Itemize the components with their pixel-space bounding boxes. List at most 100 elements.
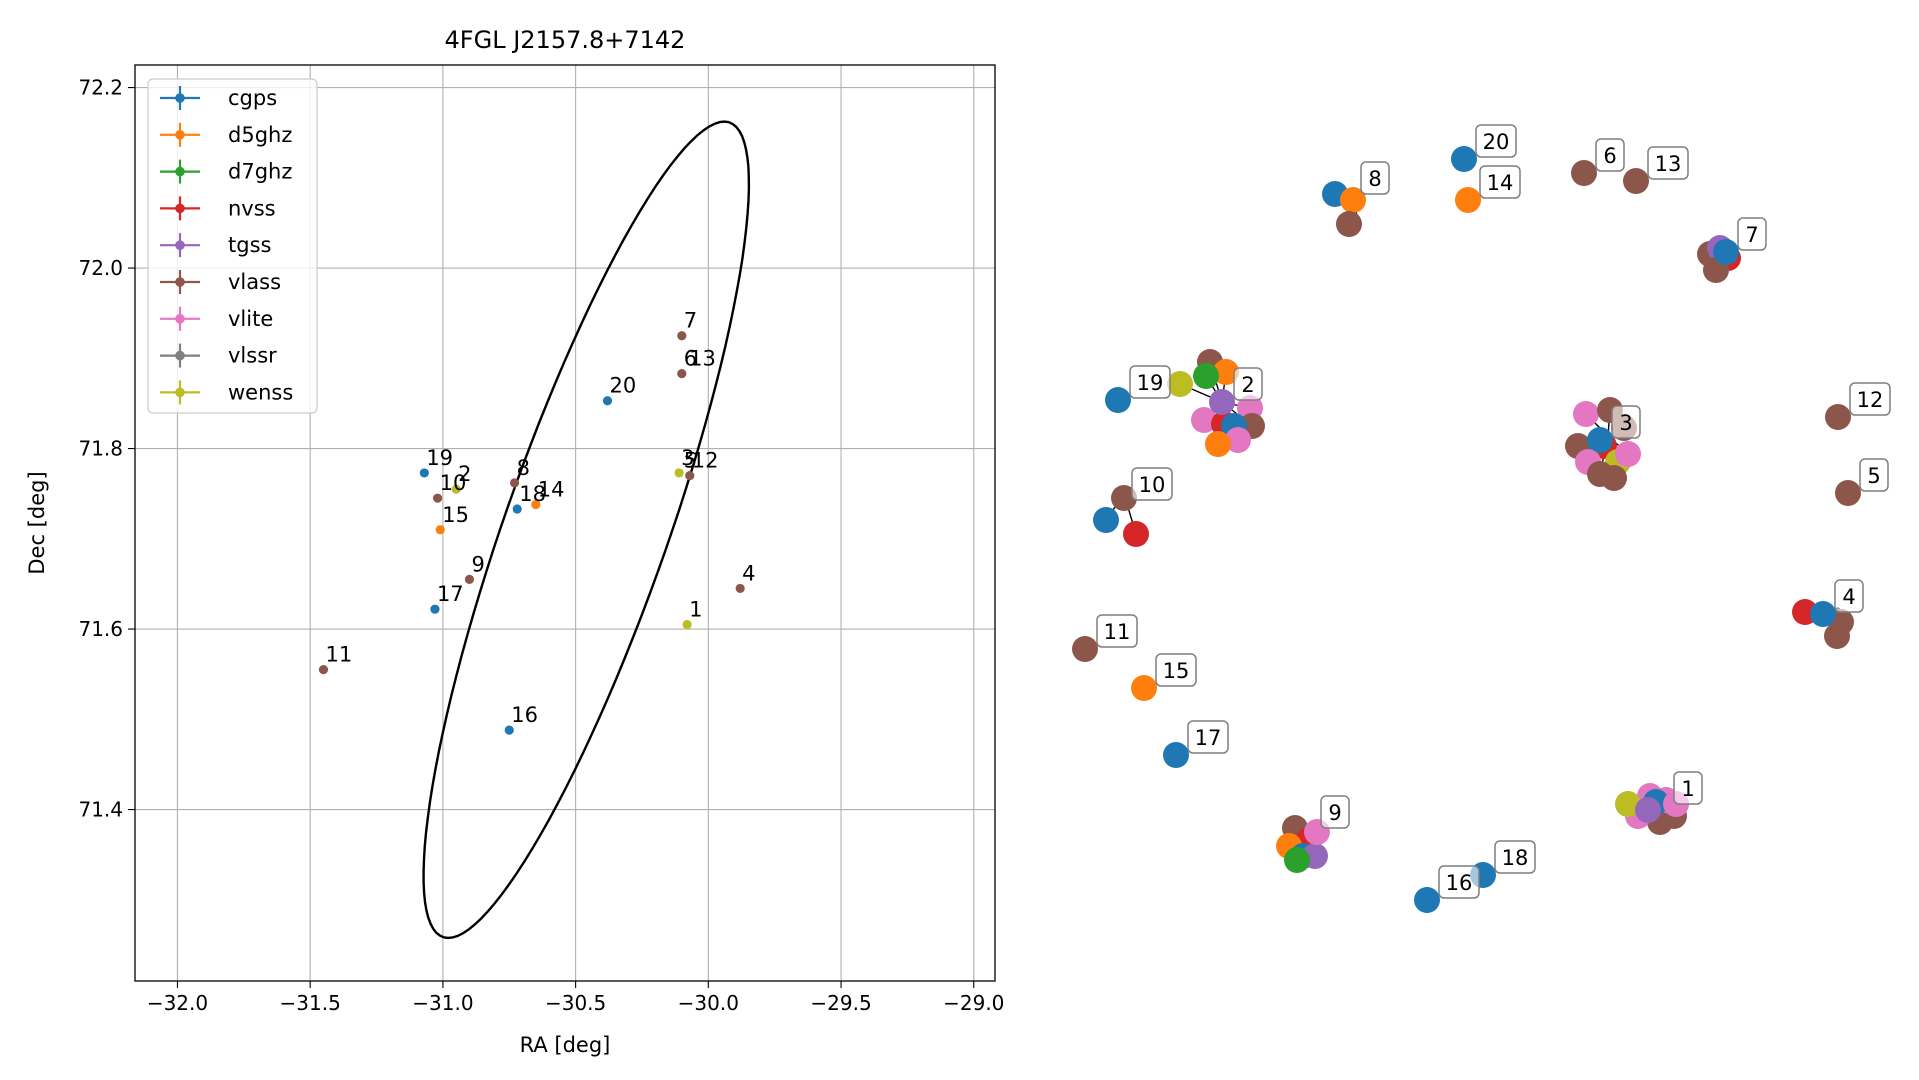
cluster-point-vlass bbox=[1623, 168, 1649, 194]
cluster-point-d5ghz bbox=[1455, 187, 1481, 213]
source-label: 16 bbox=[511, 703, 538, 727]
cluster-point-nvss bbox=[1123, 521, 1149, 547]
legend-label-tgss: tgss bbox=[228, 233, 271, 257]
cluster-point-cgps bbox=[1414, 887, 1440, 913]
source-label: 11 bbox=[325, 643, 352, 667]
plot-area bbox=[318, 120, 751, 940]
cluster-point-cgps bbox=[1810, 601, 1836, 627]
cluster-label-box bbox=[1737, 217, 1767, 251]
cluster-label: 12 bbox=[1857, 388, 1884, 412]
data-point-cgps bbox=[504, 725, 514, 735]
cluster-point-vlass bbox=[1601, 465, 1627, 491]
source-label: 9 bbox=[471, 552, 484, 576]
legend-marker-d7ghz bbox=[175, 166, 185, 177]
x-axis-label: RA [deg] bbox=[520, 1033, 611, 1057]
legend: cgps d5ghz d7ghz nvss tgss vlass vlite vlssr wen… bbox=[147, 78, 318, 414]
cluster-label: 16 bbox=[1446, 871, 1473, 895]
cluster-label-box bbox=[1849, 382, 1891, 416]
cluster-point-d5ghz bbox=[1340, 187, 1366, 213]
x-tick-label: −31.5 bbox=[280, 991, 341, 1015]
cluster-point-wenss bbox=[1167, 371, 1193, 397]
source-label: 17 bbox=[437, 582, 464, 606]
cluster-point-vlass bbox=[1825, 404, 1851, 430]
cluster-label-box bbox=[1155, 653, 1197, 687]
cluster-label-box bbox=[1320, 795, 1350, 829]
source-label: 6 bbox=[684, 347, 697, 371]
y-axis-label: Dec [deg] bbox=[25, 471, 49, 574]
source-label: 2 bbox=[458, 462, 471, 486]
data-point-vlass bbox=[677, 369, 687, 379]
cluster-label: 8 bbox=[1368, 167, 1381, 191]
cluster-point-vlite bbox=[1225, 427, 1251, 453]
cluster-label-box bbox=[1475, 124, 1517, 158]
cluster-label-box bbox=[1673, 771, 1703, 805]
cluster-label: 5 bbox=[1867, 464, 1880, 488]
cluster-label: 7 bbox=[1745, 223, 1758, 247]
x-tick-label: −31.0 bbox=[412, 991, 473, 1015]
y-tick-label: 72.2 bbox=[78, 76, 123, 100]
legend-marker-tgss bbox=[175, 240, 185, 250]
legend-label-vlssr: vlssr bbox=[228, 344, 277, 368]
cluster-label-box bbox=[1479, 165, 1521, 199]
source-label: 8 bbox=[517, 456, 530, 480]
data-point-cgps bbox=[512, 504, 522, 514]
cluster-point-cgps bbox=[1093, 507, 1119, 533]
source-label: 1 bbox=[689, 598, 702, 622]
cluster-point-tgss bbox=[1635, 797, 1661, 823]
source-label: 14 bbox=[538, 477, 565, 501]
cluster-label-box bbox=[1233, 367, 1263, 401]
data-point-d5ghz bbox=[531, 499, 541, 510]
cluster-label-box bbox=[1611, 405, 1641, 439]
cluster-points bbox=[1072, 146, 1861, 913]
y-tick-label: 71.4 bbox=[78, 798, 123, 822]
cluster-point-d5ghz bbox=[1131, 675, 1157, 701]
x-tick-label: −30.5 bbox=[545, 991, 606, 1015]
source-label: 12 bbox=[692, 449, 719, 473]
cluster-point-d5ghz bbox=[1205, 431, 1231, 457]
cluster-point-cgps bbox=[1713, 239, 1739, 265]
y-axis-ticks: 71.4 71.6 71.8 72.0 72.2 bbox=[78, 76, 135, 822]
cluster-label: 19 bbox=[1137, 371, 1164, 395]
axes-frame bbox=[134, 64, 996, 982]
source-label: 20 bbox=[609, 374, 636, 398]
data-point-wenss bbox=[682, 619, 692, 630]
cluster-label: 13 bbox=[1655, 152, 1682, 176]
source-label: 19 bbox=[426, 446, 453, 470]
y-tick-label: 71.8 bbox=[78, 437, 123, 461]
cluster-point-cgps bbox=[1163, 742, 1189, 768]
data-point-cgps bbox=[419, 468, 429, 478]
cluster-label: 14 bbox=[1487, 171, 1514, 195]
source-label: 15 bbox=[442, 503, 469, 527]
data-point-wenss bbox=[674, 468, 684, 478]
legend-label-wenss: wenss bbox=[228, 380, 293, 404]
cluster-point-vlass bbox=[1072, 636, 1098, 662]
legend-marker-vlssr bbox=[175, 350, 185, 361]
data-point-wenss bbox=[451, 484, 461, 494]
cluster-point-d5ghz bbox=[1213, 359, 1239, 385]
cluster-label-box bbox=[1096, 614, 1138, 648]
cluster-point-vlass bbox=[1571, 160, 1597, 186]
source-label: 3 bbox=[681, 446, 694, 470]
cluster-label: 1 bbox=[1681, 777, 1694, 801]
cluster-label-box bbox=[1129, 365, 1171, 399]
cluster-label-box bbox=[1494, 840, 1536, 874]
source-label: 4 bbox=[742, 561, 755, 585]
legend-marker-vlass bbox=[175, 277, 185, 287]
cluster-point-vlass bbox=[1111, 485, 1137, 511]
cluster-point-vlass bbox=[1336, 211, 1362, 237]
x-tick-label: −30.0 bbox=[678, 991, 739, 1015]
cluster-point-d7ghz bbox=[1284, 847, 1310, 873]
source-label: 7 bbox=[684, 309, 697, 333]
source-label: 5 bbox=[684, 449, 697, 473]
cluster-point-cgps bbox=[1587, 427, 1613, 453]
x-tick-label: −32.0 bbox=[147, 991, 208, 1015]
legend-label-vlass: vlass bbox=[228, 270, 281, 294]
data-point-cgps bbox=[430, 604, 440, 614]
cluster-label: 4 bbox=[1842, 585, 1855, 609]
cluster-label: 18 bbox=[1502, 846, 1529, 870]
data-point-vlass bbox=[464, 574, 475, 585]
